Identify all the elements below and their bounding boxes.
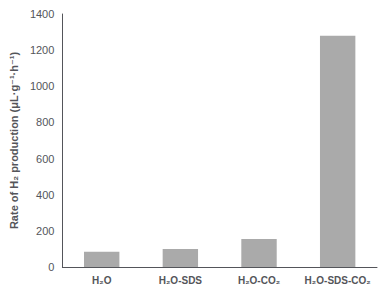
svg-text:1000: 1000 [30,80,54,92]
svg-text:0: 0 [48,261,54,273]
svg-text:400: 400 [36,189,54,201]
svg-text:800: 800 [36,116,54,128]
svg-text:200: 200 [36,225,54,237]
svg-text:H₂O: H₂O [92,275,112,286]
svg-text:1200: 1200 [30,44,54,56]
svg-text:1400: 1400 [30,8,54,20]
svg-text:Rate of H₂ production (μL·g⁻¹·: Rate of H₂ production (μL·g⁻¹·h⁻¹) [8,52,20,230]
svg-text:H₂O-SDS-CO₂: H₂O-SDS-CO₂ [305,275,371,286]
svg-text:H₂O-SDS: H₂O-SDS [159,275,203,286]
svg-text:H₂O-CO₂: H₂O-CO₂ [238,275,280,286]
svg-text:600: 600 [36,153,54,165]
